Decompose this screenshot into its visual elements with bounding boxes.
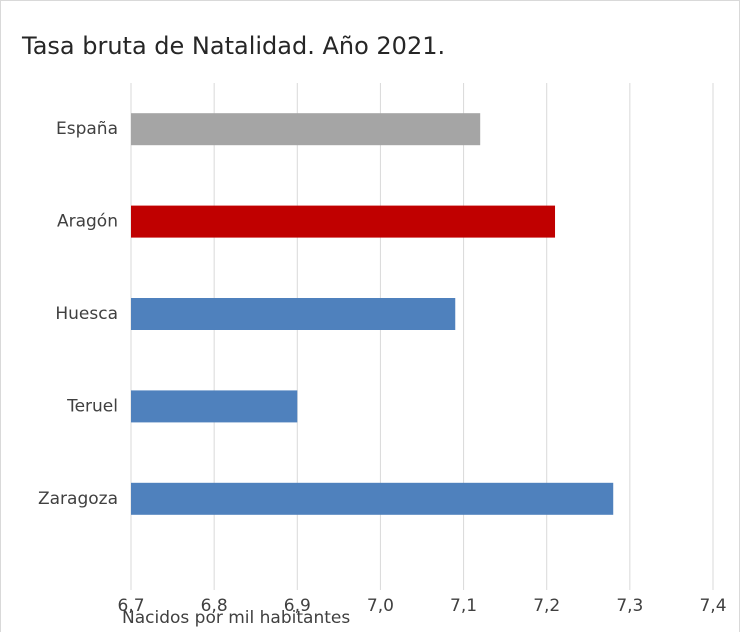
y-tick-label: Aragón	[57, 212, 118, 232]
x-tick-label: 7,3	[616, 596, 643, 616]
bar	[131, 205, 556, 238]
y-tick-label: Teruel	[66, 396, 118, 416]
x-tick-label: 7,0	[367, 596, 394, 616]
x-tick-label: 7,4	[699, 596, 726, 616]
x-tick-label: 7,1	[450, 596, 477, 616]
bar	[131, 113, 481, 146]
chart-title: Tasa bruta de Natalidad. Año 2021.	[21, 32, 445, 60]
y-tick-label: Zaragoza	[38, 489, 118, 509]
x-tick-label: 6,9	[284, 596, 311, 616]
x-tick-label: 6,8	[201, 596, 228, 616]
y-tick-label: España	[56, 119, 118, 139]
bar	[131, 482, 614, 515]
x-tick-label: 6,7	[117, 596, 144, 616]
x-axis-title: Nacidos por mil habitantes	[122, 608, 350, 628]
y-tick-label: Huesca	[55, 304, 118, 324]
x-tick-label: 7,2	[533, 596, 560, 616]
bar	[131, 390, 298, 423]
bar	[131, 298, 456, 330]
